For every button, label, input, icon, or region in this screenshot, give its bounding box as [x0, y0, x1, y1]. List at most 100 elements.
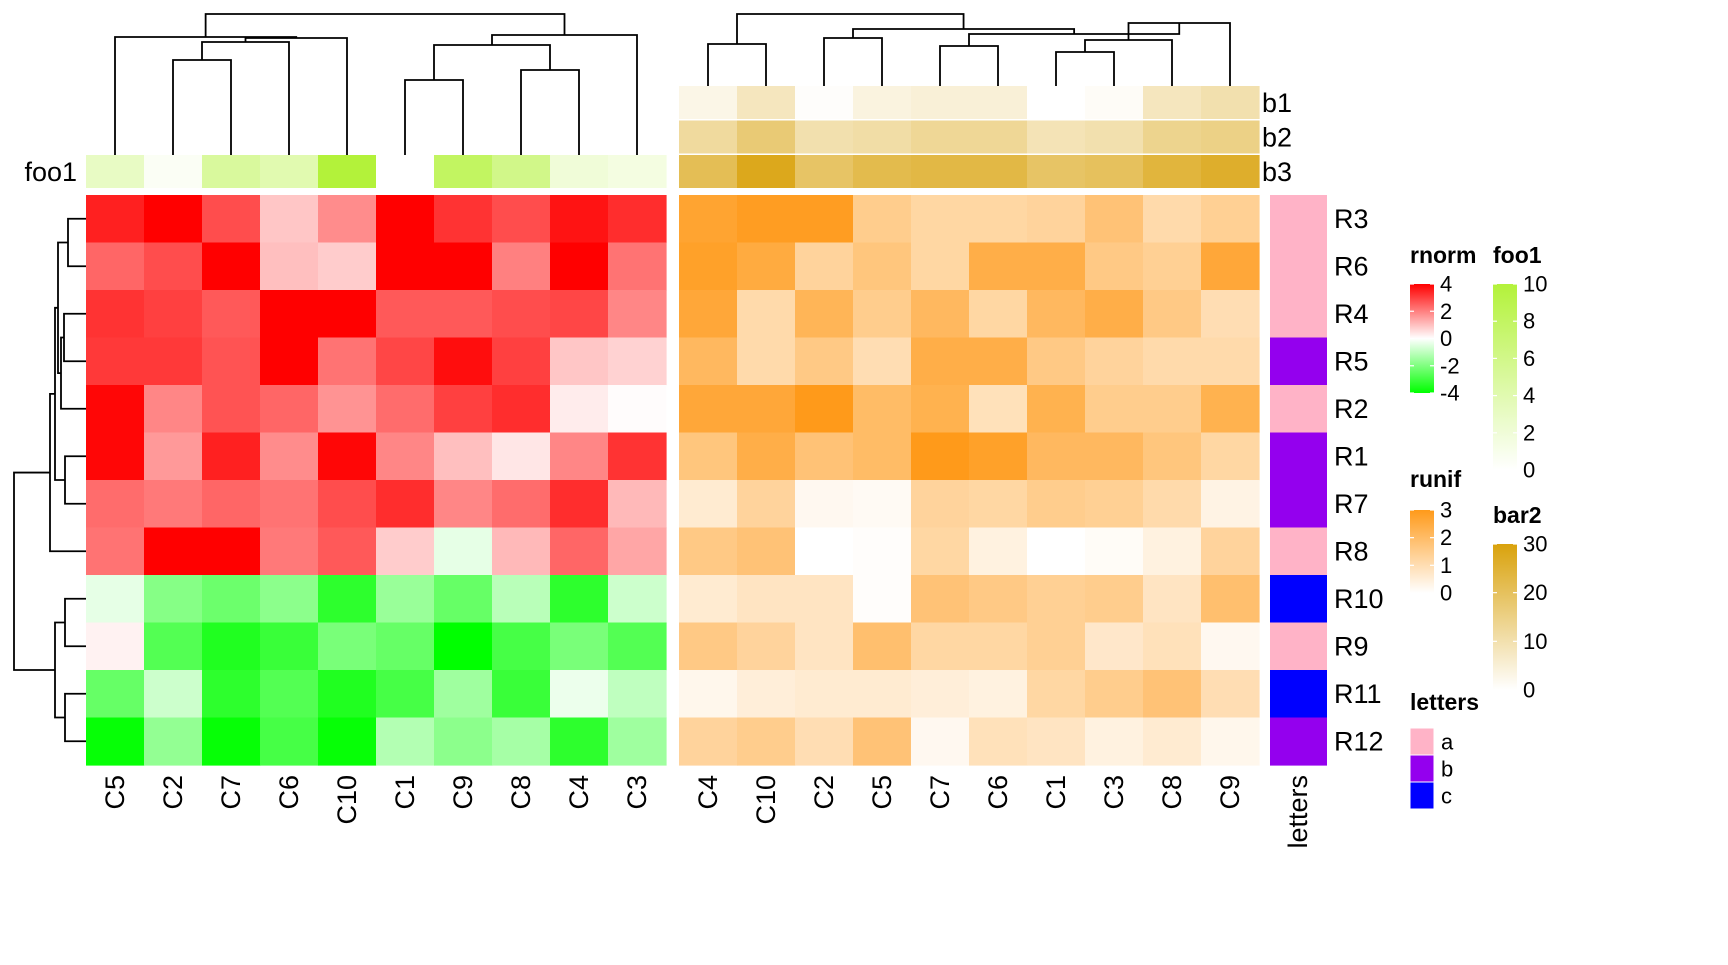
foo1-legend-bar — [1493, 284, 1517, 470]
rnorm-cell — [492, 385, 551, 434]
runif-cell — [911, 195, 970, 244]
runif-cell — [969, 385, 1028, 434]
letters-cell — [1270, 670, 1327, 719]
b3-annotation-label: b3 — [1262, 157, 1292, 187]
rnorm-cell — [86, 195, 145, 244]
runif-cell — [911, 385, 970, 434]
rnorm-column-label: C5 — [100, 775, 130, 810]
letters-legend-label: c — [1441, 784, 1452, 809]
rnorm-cell — [144, 670, 203, 719]
rnorm-column-label: C6 — [274, 775, 304, 810]
dendrogram-branch — [63, 312, 86, 363]
rnorm-column-label: C3 — [622, 775, 652, 810]
runif-cell — [737, 290, 796, 339]
runif-cell — [911, 575, 970, 624]
runif-column-label: C6 — [983, 775, 1013, 810]
dendrogram-branch — [13, 471, 55, 671]
runif-cell — [737, 337, 796, 386]
dendrogram-branch — [64, 692, 86, 743]
dendrogram-branch — [707, 43, 767, 86]
rnorm-cell — [144, 575, 203, 624]
rnorm-cell — [144, 242, 203, 291]
bar2-legend-title: bar2 — [1493, 502, 1542, 528]
rnorm-cell — [144, 195, 203, 244]
b2-cell — [795, 120, 854, 154]
rnorm-cell — [608, 385, 667, 434]
rnorm-column-label: C9 — [448, 775, 478, 810]
rnorm-cell — [260, 527, 319, 576]
runif-cell — [679, 622, 738, 671]
rnorm-cell — [86, 717, 145, 766]
letters-cell — [1270, 195, 1327, 244]
runif-cell — [1027, 670, 1086, 719]
runif-cell — [737, 717, 796, 766]
row-label: R11 — [1334, 679, 1382, 709]
letters-cell — [1270, 242, 1327, 291]
rnorm-cell — [492, 480, 551, 529]
runif-cell — [1143, 670, 1202, 719]
row-label: R7 — [1334, 489, 1369, 519]
dendrogram-branch — [404, 79, 464, 155]
rnorm-legend-tick-label: 2 — [1440, 299, 1452, 324]
letters-legend-title: letters — [1410, 689, 1479, 715]
runif-cell — [969, 195, 1028, 244]
runif-cell — [795, 385, 854, 434]
rnorm-cell — [550, 195, 609, 244]
dendrogram-branch — [736, 13, 965, 44]
foo1-legend-tick-label: 10 — [1523, 272, 1547, 297]
foo1-cell — [550, 155, 609, 188]
foo1-cell — [608, 155, 667, 188]
rnorm-cell — [492, 337, 551, 386]
row-label: R2 — [1334, 394, 1369, 424]
rnorm-cell — [492, 290, 551, 339]
runif-cell — [1027, 195, 1086, 244]
runif-cell — [679, 242, 738, 291]
rnorm-cell — [608, 480, 667, 529]
runif-cell — [969, 242, 1028, 291]
rnorm-cell — [376, 527, 435, 576]
rnorm-cell — [202, 290, 261, 339]
b3-cell — [853, 155, 912, 188]
runif-cell — [1143, 480, 1202, 529]
dendrogram-branch — [491, 34, 638, 155]
rnorm-cell — [318, 575, 377, 624]
letters-cell — [1270, 385, 1327, 434]
rnorm-column-label: C4 — [564, 775, 594, 810]
runif-legend-title: runif — [1410, 466, 1461, 492]
row-label: R6 — [1334, 251, 1369, 281]
bar2-legend-tick-label: 30 — [1523, 532, 1547, 557]
b2-cell — [1085, 120, 1144, 154]
runif-cell — [969, 670, 1028, 719]
rnorm-cell — [260, 575, 319, 624]
foo1-legend-tick-label: 0 — [1523, 458, 1535, 483]
runif-cell — [853, 717, 912, 766]
runif-cell — [1085, 242, 1144, 291]
runif-cell — [911, 290, 970, 339]
runif-cell — [795, 337, 854, 386]
rnorm-cell — [608, 195, 667, 244]
rnorm-cell — [492, 242, 551, 291]
row-label: R4 — [1334, 299, 1369, 329]
runif-column-label: C9 — [1215, 775, 1245, 810]
runif-cell — [969, 622, 1028, 671]
letters-cell — [1270, 717, 1327, 766]
rnorm-cell — [318, 290, 377, 339]
rnorm-cell — [376, 622, 435, 671]
dendrogram-branch — [1055, 51, 1115, 86]
dendrogram-branch — [64, 597, 86, 648]
runif-column-label: C2 — [809, 775, 839, 810]
rnorm-cell — [318, 242, 377, 291]
b1-cell — [853, 86, 912, 119]
foo1-cell — [144, 155, 203, 188]
rnorm-cell — [144, 527, 203, 576]
runif-cell — [1027, 337, 1086, 386]
rnorm-cell — [260, 480, 319, 529]
b3-cell — [1027, 155, 1086, 188]
foo1-legend-tick-label: 8 — [1523, 309, 1535, 334]
rnorm-cell — [202, 337, 261, 386]
rnorm-cell — [86, 670, 145, 719]
rnorm-cell — [434, 717, 493, 766]
row-label: R10 — [1334, 584, 1384, 614]
runif-cell — [853, 385, 912, 434]
runif-cell — [1143, 337, 1202, 386]
